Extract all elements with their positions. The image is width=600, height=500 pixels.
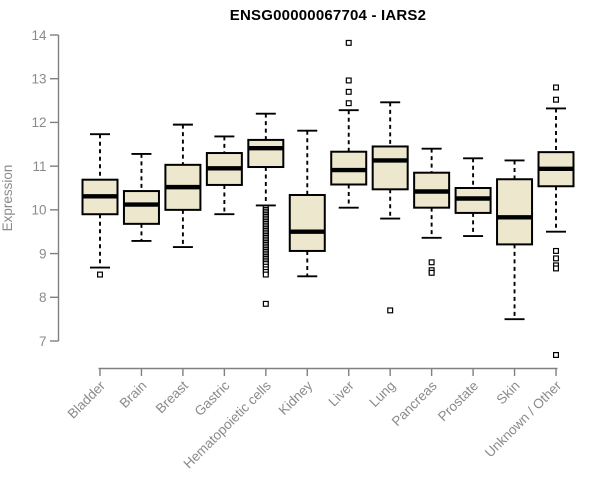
x-tick-label-bladder: Bladder [65,378,109,422]
x-tick-label-lung: Lung [366,378,398,410]
y-axis: 7 8 9 10 11 12 13 14 [31,28,60,349]
outlier-point [345,100,352,107]
y-tick-label: 8 [39,290,47,305]
x-tick-label-liver: Liver [326,378,358,410]
box-kidney [288,129,326,278]
x-tick-label-brain: Brain [117,378,150,411]
x-tick-label-gastric: Gastric [192,378,233,419]
y-tick-label: 12 [31,115,46,130]
box-brain [122,152,160,242]
box-bladder [81,133,119,278]
box-liver [330,39,368,209]
x-tick-label-kidney: Kidney [276,378,316,418]
box-unknown-other [537,84,575,358]
y-tick-label: 14 [31,28,47,43]
iqr-box [247,138,285,169]
x-tick-label-unknown-other: Unknown / Other [482,378,565,461]
y-tick-label: 7 [39,334,47,349]
box-skin [496,159,534,321]
outlier-point [552,351,559,358]
outlier-point [552,96,559,103]
box-lung [371,101,409,314]
outlier-point [262,271,269,278]
outlier-point [552,247,559,254]
outlier-point [552,265,559,272]
outlier-point [428,259,435,266]
outlier-point [428,269,435,276]
iqr-box [371,145,409,191]
iqr-box [122,190,160,225]
iqr-box [288,193,326,252]
box-prostate [454,157,492,238]
outlier-point [96,271,103,278]
box-hematopoietic-cells [247,112,285,307]
iqr-box [496,178,534,246]
outlier-point [345,77,352,84]
y-tick-label: 10 [31,203,46,218]
outlier-point [345,88,352,95]
x-tick-label-prostate: Prostate [435,378,481,424]
outlier-point [552,255,559,262]
y-tick-label: 9 [39,246,47,261]
outlier-point [345,39,352,46]
box-breast [164,123,202,248]
x-tick-label-skin: Skin [493,378,522,407]
x-tick-label-pancreas: Pancreas [389,378,440,429]
outlier-point [552,84,559,91]
box-gastric [205,135,243,216]
y-tick-label: 13 [31,72,46,87]
chart-title: ENSG00000067704 - IARS2 [229,7,427,24]
outlier-point [262,300,269,307]
x-tick-label-breast: Breast [153,378,191,416]
box-pancreas [413,147,451,276]
y-tick-label: 11 [32,159,46,174]
outlier-point [387,307,394,314]
